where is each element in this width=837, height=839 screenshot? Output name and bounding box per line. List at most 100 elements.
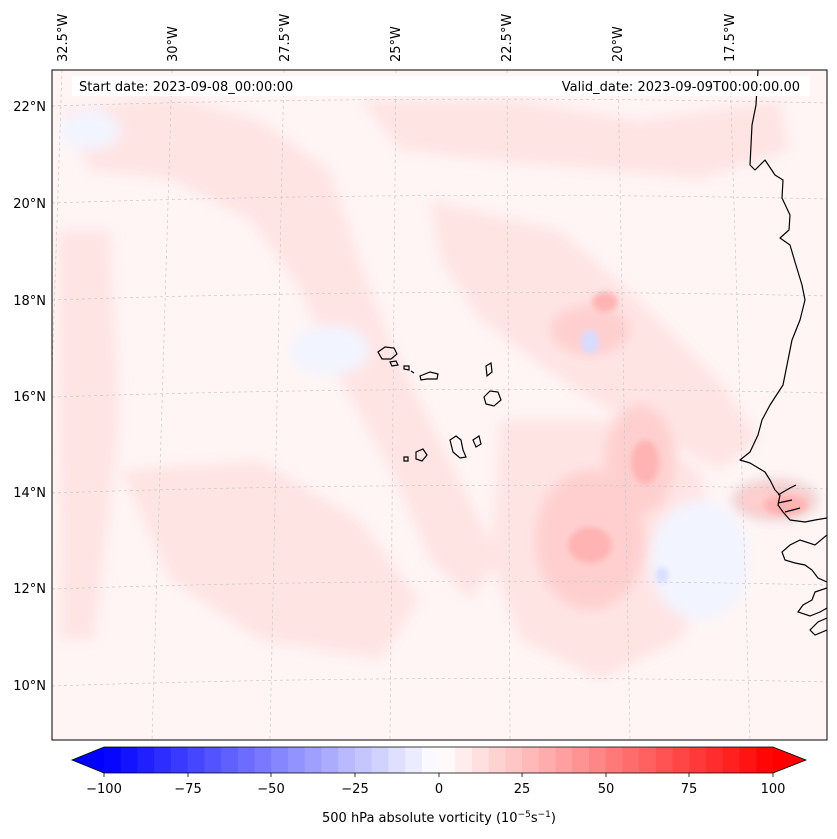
colorbar-segment	[655, 747, 674, 773]
lat-label-16n: 16°N	[13, 390, 46, 405]
meridian-25w	[389, 70, 397, 740]
island-fogo	[415, 448, 428, 462]
colorbar-segment	[438, 747, 456, 773]
parallel-20n	[52, 194, 827, 204]
colorbar-segment	[689, 747, 707, 773]
colorbar-segment	[538, 747, 557, 773]
valid-date-label: Valid_date: 2023-09-09T00:00:00.00	[562, 80, 800, 95]
colorbar-segment	[739, 747, 757, 773]
vorticity-max-4	[763, 495, 807, 515]
cb-tick-label-neg25: −25	[341, 782, 368, 797]
colorbar-extend-max	[773, 747, 806, 773]
colorbar-segment	[488, 747, 507, 773]
lat-label-22n: 22°N	[13, 100, 46, 115]
parallel-18n	[52, 291, 827, 301]
lon-label-30w: 30°W	[166, 26, 181, 62]
colorbar-segment	[706, 747, 724, 773]
colorbar-segment	[137, 747, 155, 773]
lat-label-10n: 10°N	[13, 679, 46, 694]
colorbar-segment	[672, 747, 690, 773]
meridian-20w	[617, 70, 631, 740]
colorbar-segment	[572, 747, 590, 773]
colorbar-segment	[237, 747, 256, 773]
cb-label-exp2: −1	[538, 810, 551, 820]
vorticity-neg-center	[290, 325, 370, 375]
lat-label-14n: 14°N	[13, 486, 46, 501]
vorticity-min-1	[581, 330, 599, 354]
parallel-22n	[52, 98, 827, 107]
lon-label-32-5w: 32.5°W	[56, 14, 71, 62]
graticule	[52, 70, 827, 740]
colorbar-segment	[338, 747, 356, 773]
island-sal	[485, 362, 493, 378]
parallel-16n	[52, 388, 827, 398]
meridian-27-5w	[269, 70, 285, 740]
colorbar-ticks	[103, 773, 774, 777]
cb-label-exp1: −5	[518, 810, 531, 820]
colorbar-segment	[505, 747, 523, 773]
island-maio	[472, 435, 482, 448]
guinea-coast	[797, 587, 827, 636]
colorbar-segment	[639, 747, 657, 773]
date-strip	[72, 76, 810, 96]
colorbar-segment	[622, 747, 640, 773]
colorbar-segment	[254, 747, 272, 773]
colorbar-segment	[287, 747, 306, 773]
cb-tick-label-50: 50	[598, 782, 615, 797]
cb-tick-label-neg50: −50	[257, 782, 284, 797]
cb-tick-label-75: 75	[681, 782, 698, 797]
colorbar-segment	[354, 747, 373, 773]
colorbar-extend-min	[72, 747, 104, 773]
cb-label-main: 500 hPa absolute vorticity (10	[322, 811, 518, 826]
colorbar-tick-labels: −100 −75 −50 −25 0 25 50 75 100	[86, 782, 785, 797]
cb-label-end: )	[551, 811, 556, 826]
cape-verde-islands	[377, 346, 502, 462]
vorticity-max-3	[592, 292, 618, 312]
colorbar-segment	[455, 747, 473, 773]
colorbar-segments	[104, 747, 774, 773]
vorticity-min-2	[656, 567, 668, 583]
colorbar-segment	[522, 747, 540, 773]
island-boa-vista	[483, 390, 502, 407]
colorbar-segment	[221, 747, 239, 773]
lat-label-18n: 18°N	[13, 294, 46, 309]
colorbar-segment	[421, 747, 440, 773]
colorbar-segment	[756, 747, 774, 773]
colorbar: −100 −75 −50 −25 0 25 50 75 100 500 hPa …	[70, 746, 808, 826]
colorbar-segment	[120, 747, 139, 773]
vorticity-neg-east	[650, 500, 750, 620]
africa-coastline	[739, 70, 827, 523]
colorbar-segment	[271, 747, 289, 773]
vorticity-neg-nw	[60, 110, 120, 150]
island-sao-nicolau-main	[419, 371, 439, 381]
island-santiago	[449, 435, 467, 459]
cb-tick-label-neg100: −100	[86, 782, 122, 797]
colorbar-segment	[555, 747, 573, 773]
colorbar-label: 500 hPa absolute vorticity (10−5s−1)	[322, 810, 556, 826]
cb-tick-label-100: 100	[761, 782, 786, 797]
lon-label-20w: 20°W	[611, 26, 626, 62]
colorbar-segment	[722, 747, 741, 773]
vorticity-band-west	[58, 230, 120, 640]
cb-tick-label-25: 25	[514, 782, 531, 797]
lon-label-17-5w: 17.5°W	[723, 14, 738, 62]
lon-label-27-5w: 27.5°W	[278, 14, 293, 62]
lon-label-22-5w: 22.5°W	[500, 14, 515, 62]
colorbar-segment	[371, 747, 389, 773]
meridian-17-5w	[729, 70, 751, 740]
colorbar-segment	[204, 747, 222, 773]
island-brava	[403, 456, 409, 462]
longitude-labels: 32.5°W 30°W 27.5°W 25°W 22.5°W 20°W 17.5…	[56, 14, 738, 62]
colorbar-segment	[104, 747, 122, 773]
colorbar-segment	[304, 747, 323, 773]
colorbar-segment	[187, 747, 205, 773]
island-sao-nicolau	[410, 370, 415, 374]
map-frame	[51, 69, 828, 741]
guinea-bissau-coast	[781, 534, 827, 583]
island-santa-luzia	[403, 365, 410, 371]
cb-tick-label-neg75: −75	[174, 782, 201, 797]
colorbar-segment	[471, 747, 490, 773]
lat-label-20n: 20°N	[13, 197, 46, 212]
latitude-labels: 22°N 20°N 18°N 16°N 14°N 12°N 10°N	[13, 100, 46, 694]
vorticity-band-sw	[120, 460, 420, 660]
